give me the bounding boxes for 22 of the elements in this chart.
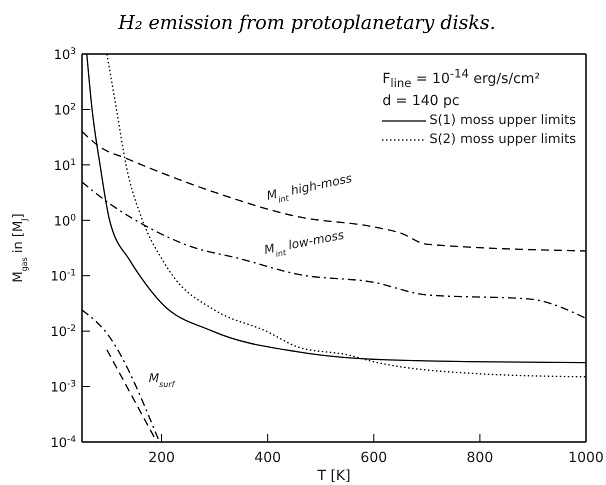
annotation: M$_{int}$ low-moss [262,228,346,258]
y-tick-label: 10$^{-2}$ [50,324,76,340]
x-tick-label: 200 [148,450,175,466]
y-tick-label: 10$^{0}$ [54,213,76,230]
y-tick-label: 10$^{-3}$ [50,380,76,396]
x-tick-label: 1000 [568,450,604,466]
legend-label: S(2) moss upper limits [429,132,576,148]
y-tick-label: 10$^{1}$ [54,158,76,174]
annotation: d = 140 pc [382,93,460,110]
y-tick-label: 10$^{3}$ [54,47,76,63]
x-tick-label: 600 [360,450,388,466]
x-tick-label: 800 [466,450,494,466]
annotation: M$_{int}$ high-moss [265,171,354,204]
legend-label: S(1) moss upper limits [429,113,576,128]
y-tick-label: 10$^{-1}$ [50,268,76,285]
y-tick-label: 10$^{2}$ [54,102,76,118]
x-tick-label: 400 [254,450,282,466]
x-axis-title: T [K] [316,468,351,484]
chart-title: H₂ emission from protoplanetary disks. [118,12,496,34]
y-tick-label: 10$^{-4}$ [50,435,76,451]
annotation: M$_{surf}$ [148,371,176,389]
annotation: F$_{line}$ = 10$^{-14}$ erg/s/cm² [382,66,540,90]
